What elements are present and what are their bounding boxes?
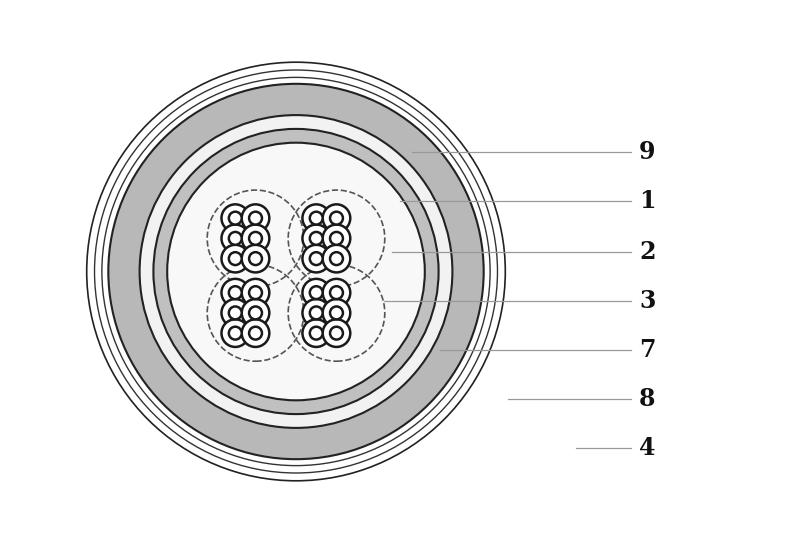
Circle shape [249, 252, 262, 265]
Circle shape [330, 212, 343, 225]
Circle shape [330, 252, 343, 265]
Text: 3: 3 [639, 289, 655, 313]
Text: 1: 1 [639, 189, 655, 213]
Circle shape [330, 232, 343, 245]
Circle shape [330, 306, 343, 319]
Circle shape [222, 245, 249, 273]
Circle shape [302, 299, 330, 327]
Circle shape [242, 299, 270, 327]
Circle shape [310, 232, 322, 245]
Circle shape [167, 143, 425, 400]
Circle shape [310, 212, 322, 225]
Text: 2: 2 [639, 241, 655, 264]
Circle shape [249, 286, 262, 299]
Circle shape [322, 279, 350, 306]
Circle shape [302, 225, 330, 252]
Circle shape [229, 212, 242, 225]
Circle shape [242, 225, 270, 252]
Circle shape [302, 204, 330, 232]
Circle shape [242, 319, 270, 347]
Circle shape [222, 319, 249, 347]
Circle shape [229, 306, 242, 319]
Circle shape [302, 245, 330, 273]
Text: 9: 9 [639, 140, 655, 164]
Circle shape [242, 204, 270, 232]
Circle shape [154, 129, 438, 414]
Circle shape [310, 286, 322, 299]
Circle shape [310, 327, 322, 339]
Circle shape [249, 306, 262, 319]
Circle shape [108, 84, 484, 459]
Circle shape [222, 204, 249, 232]
Text: 4: 4 [639, 436, 655, 460]
Circle shape [229, 232, 242, 245]
Circle shape [242, 279, 270, 306]
Circle shape [222, 299, 249, 327]
Text: 8: 8 [639, 387, 655, 411]
Circle shape [322, 245, 350, 273]
Circle shape [222, 279, 249, 306]
Text: 7: 7 [639, 338, 655, 362]
Circle shape [302, 319, 330, 347]
Circle shape [330, 327, 343, 339]
Circle shape [322, 204, 350, 232]
Circle shape [310, 306, 322, 319]
Circle shape [302, 279, 330, 306]
Circle shape [322, 225, 350, 252]
Circle shape [229, 252, 242, 265]
Circle shape [330, 286, 343, 299]
Circle shape [229, 327, 242, 339]
Circle shape [322, 319, 350, 347]
Circle shape [310, 252, 322, 265]
Circle shape [229, 286, 242, 299]
Circle shape [242, 245, 270, 273]
Circle shape [139, 115, 453, 428]
Circle shape [222, 225, 249, 252]
Circle shape [322, 299, 350, 327]
Circle shape [249, 327, 262, 339]
Circle shape [249, 212, 262, 225]
Circle shape [249, 232, 262, 245]
